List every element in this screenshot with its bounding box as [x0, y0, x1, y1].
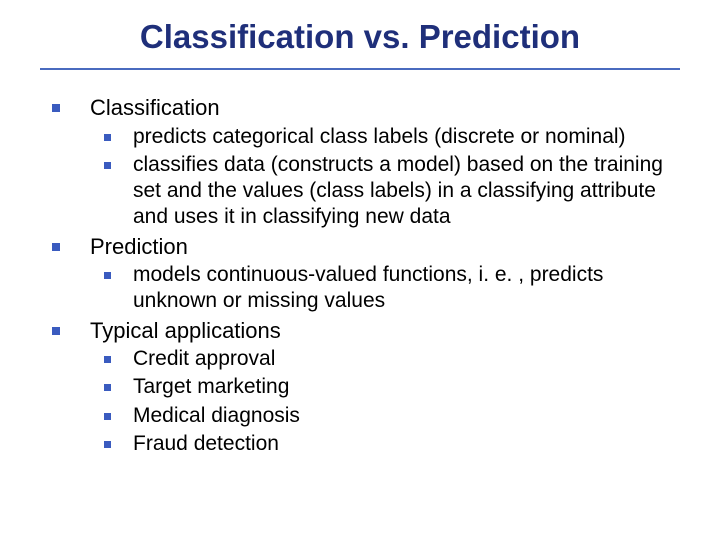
square-bullet-icon	[104, 272, 111, 279]
item-label: Credit approval	[133, 346, 275, 372]
list-item: Classification	[52, 94, 670, 122]
square-bullet-icon	[104, 356, 111, 363]
square-bullet-icon	[104, 441, 111, 448]
item-label: models continuous-valued functions, i. e…	[133, 262, 670, 315]
item-label: classifies data (constructs a model) bas…	[133, 152, 670, 231]
list-item: Typical applications	[52, 317, 670, 345]
item-label: Fraud detection	[133, 431, 279, 457]
list-item: Credit approval	[104, 346, 670, 372]
title-underline	[40, 68, 680, 70]
item-label: Target marketing	[133, 374, 289, 400]
list-item: Target marketing	[104, 374, 670, 400]
square-bullet-icon	[52, 104, 60, 112]
list-item: predicts categorical class labels (discr…	[104, 124, 670, 150]
list-item: Prediction	[52, 233, 670, 261]
item-label: predicts categorical class labels (discr…	[133, 124, 626, 150]
list-item: models continuous-valued functions, i. e…	[104, 262, 670, 315]
list-item: classifies data (constructs a model) bas…	[104, 152, 670, 231]
slide: Classification vs. Prediction Classifica…	[0, 0, 720, 540]
list-item: Medical diagnosis	[104, 403, 670, 429]
square-bullet-icon	[104, 162, 111, 169]
list-item: Fraud detection	[104, 431, 670, 457]
square-bullet-icon	[52, 327, 60, 335]
item-label: Prediction	[90, 233, 188, 261]
item-label: Medical diagnosis	[133, 403, 300, 429]
square-bullet-icon	[104, 134, 111, 141]
item-label: Classification	[90, 94, 220, 122]
item-label: Typical applications	[90, 317, 281, 345]
square-bullet-icon	[104, 384, 111, 391]
content-area: Classification predicts categorical clas…	[40, 94, 680, 457]
square-bullet-icon	[104, 413, 111, 420]
slide-title: Classification vs. Prediction	[40, 18, 680, 56]
square-bullet-icon	[52, 243, 60, 251]
